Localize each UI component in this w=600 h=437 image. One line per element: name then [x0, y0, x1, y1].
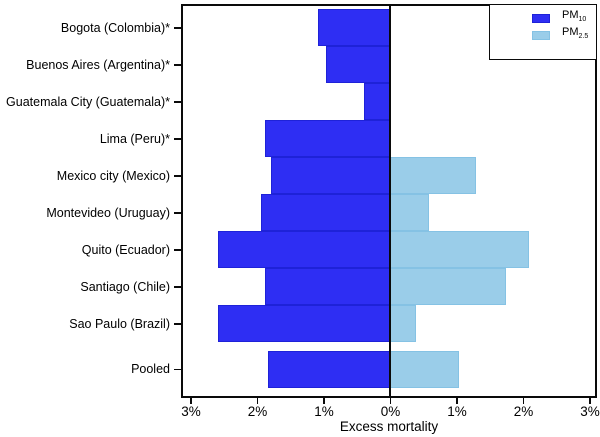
y-axis-label-5: Montevideo (Uruguay) [46, 205, 170, 220]
x-tick-label-1: 2% [247, 404, 268, 419]
y-tick-7 [174, 286, 181, 288]
y-axis-label-8: Sao Paulo (Brazil) [69, 316, 170, 331]
pm25-bar-6 [389, 231, 530, 268]
pm10-bar-1 [325, 46, 391, 83]
y-tick-9 [174, 368, 181, 370]
y-axis-label-7: Santiago (Chile) [80, 279, 170, 294]
y-axis-label-3: Lima (Peru)* [99, 131, 170, 146]
x-tick-2 [323, 398, 325, 404]
y-tick-4 [174, 175, 181, 177]
pm10-bar-7 [264, 268, 391, 305]
y-tick-8 [174, 323, 181, 325]
x-tick-label-2: 1% [314, 404, 334, 419]
x-tick-6 [589, 398, 591, 404]
x-tick-label-0: 3% [181, 404, 201, 419]
pm25-legend-swatch [532, 30, 550, 40]
legend-item-pm25: PM2.5 [532, 26, 589, 41]
pm10-bar-6 [218, 231, 391, 268]
x-tick-4 [456, 398, 458, 404]
pm10-bar-8 [218, 305, 391, 342]
x-axis-title: Excess mortality [339, 419, 439, 434]
y-axis-label-1: Buenos Aires (Argentina)* [26, 57, 170, 72]
y-tick-6 [174, 249, 181, 251]
pm10-bar-5 [261, 194, 391, 231]
pm25-bar-4 [389, 157, 476, 194]
y-axis-label-4: Mexico city (Mexico) [56, 168, 170, 183]
x-tick-5 [522, 398, 525, 404]
x-tick-label-5: 2% [513, 404, 534, 419]
y-tick-5 [174, 212, 181, 214]
x-tick-3 [389, 398, 392, 404]
x-tick-label-3: 0% [380, 404, 401, 419]
x-tick-1 [256, 398, 259, 404]
y-axis-label-6: Quito (Ecuador) [81, 242, 170, 257]
x-tick-label-4: 1% [447, 404, 467, 419]
y-tick-2 [174, 101, 181, 103]
pm10-bar-0 [317, 9, 391, 46]
y-tick-0 [174, 27, 181, 29]
y-axis-label-2: Guatemala City (Guatemala)* [6, 94, 170, 109]
pm10-bar-4 [271, 157, 391, 194]
pm10-bar-3 [264, 120, 391, 157]
legend-item-pm10: PM10 [532, 9, 587, 24]
pm10-legend-label: PM10 [562, 9, 587, 24]
pm25-legend-label: PM2.5 [562, 26, 589, 41]
y-axis-label-0: Bogota (Colombia)* [60, 20, 170, 35]
zero-baseline [389, 4, 391, 398]
x-tick-0 [190, 398, 192, 404]
pm25-bar-9 [389, 350, 460, 388]
y-tick-1 [174, 64, 181, 66]
pm10-legend-swatch [532, 13, 550, 23]
y-tick-3 [174, 138, 181, 140]
legend: PM10 PM2.5 [489, 4, 597, 60]
pm25-bar-7 [389, 268, 506, 305]
y-axis-label-9: Pooled [131, 362, 170, 376]
x-tick-label-6: 3% [580, 404, 600, 419]
